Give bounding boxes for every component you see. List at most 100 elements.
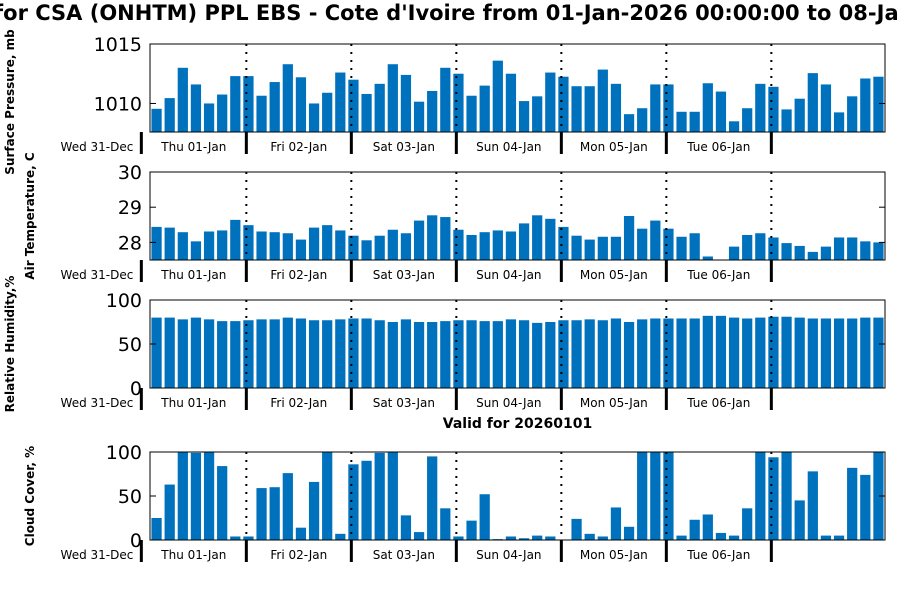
bar	[676, 318, 687, 388]
bar	[387, 452, 398, 540]
day-label: Fri 02-Jan	[270, 268, 327, 282]
bar	[282, 473, 293, 540]
bar	[637, 228, 648, 260]
bar	[742, 235, 753, 260]
bar	[597, 236, 608, 260]
day-label: Tue 06-Jan	[686, 268, 750, 282]
bar	[374, 320, 385, 388]
bar	[532, 322, 543, 388]
bar	[650, 318, 661, 388]
bar	[505, 319, 517, 388]
bar	[374, 235, 385, 260]
day-label: Sat 03-Jan	[373, 268, 435, 282]
bar	[243, 320, 254, 388]
day-label: Sun 04-Jan	[476, 268, 541, 282]
bar	[453, 73, 464, 132]
bar	[650, 220, 661, 260]
bar	[597, 536, 608, 540]
bar	[282, 64, 293, 132]
bar	[479, 494, 490, 540]
bar	[505, 536, 517, 540]
bar	[440, 508, 451, 540]
bar	[427, 322, 438, 388]
bar	[820, 535, 832, 540]
bar	[610, 507, 622, 540]
y-axis-label: Air Temperature, C	[23, 152, 37, 280]
bar	[348, 464, 359, 540]
bar	[794, 317, 805, 388]
bar	[440, 217, 451, 260]
bar	[177, 319, 188, 388]
y-axis-label: Surface Pressure, mb	[3, 29, 17, 175]
bar	[335, 533, 346, 540]
bar	[230, 219, 241, 260]
bar	[505, 231, 517, 260]
bar	[453, 229, 464, 260]
bar	[243, 76, 254, 132]
bar	[833, 535, 845, 540]
bar	[558, 320, 569, 388]
bar	[755, 83, 766, 132]
bar	[387, 229, 398, 260]
bar	[361, 460, 372, 540]
bar	[571, 320, 582, 388]
bar	[413, 101, 425, 132]
bar	[755, 233, 766, 260]
bar	[282, 317, 293, 388]
bar	[768, 457, 779, 540]
bar	[151, 518, 162, 540]
day-label: Sun 04-Jan	[476, 548, 541, 562]
bar	[243, 536, 254, 540]
y-tick-label: 30	[118, 162, 142, 184]
bar	[532, 215, 543, 260]
bar	[833, 318, 845, 388]
bar	[177, 67, 188, 132]
bar	[217, 230, 228, 260]
bar	[610, 236, 622, 260]
bar	[256, 231, 267, 260]
bar	[151, 226, 162, 260]
bar	[217, 94, 228, 132]
day-label: Fri 02-Jan	[270, 396, 327, 410]
bar	[256, 95, 267, 132]
bar	[610, 83, 622, 132]
bar	[361, 318, 372, 388]
bar	[820, 246, 832, 260]
bar	[702, 83, 713, 132]
bar	[518, 223, 530, 260]
day-label: Fri 02-Jan	[270, 548, 327, 562]
day-label: Thu 01-Jan	[160, 396, 226, 410]
bar	[768, 316, 779, 388]
bar	[269, 487, 280, 540]
bar	[558, 226, 569, 260]
bar	[453, 320, 464, 388]
day-label: Mon 05-Jan	[580, 396, 648, 410]
day-label: Fri 02-Jan	[270, 140, 327, 154]
bar	[348, 318, 359, 388]
bar	[322, 452, 333, 540]
bar	[322, 225, 333, 260]
bar	[203, 452, 215, 540]
bar	[794, 98, 805, 132]
bar	[860, 78, 871, 132]
bar	[597, 69, 608, 132]
bar	[203, 231, 215, 260]
bar	[269, 82, 280, 132]
bar	[689, 111, 700, 132]
day-label: Tue 06-Jan	[686, 396, 750, 410]
bar	[518, 538, 530, 540]
day-label: Mon 05-Jan	[580, 548, 648, 562]
bar	[177, 452, 188, 540]
day-label: Sat 03-Jan	[373, 140, 435, 154]
y-tick-label: 0	[130, 378, 142, 400]
bar	[190, 241, 202, 260]
y-tick-label: 0	[130, 530, 142, 552]
bar	[230, 536, 241, 540]
bar	[833, 237, 845, 260]
bar	[584, 239, 595, 260]
bar	[190, 317, 202, 388]
bar	[742, 318, 753, 388]
bar	[400, 74, 412, 132]
day-label: Sat 03-Jan	[373, 548, 435, 562]
y-tick-label: 100	[106, 442, 142, 464]
